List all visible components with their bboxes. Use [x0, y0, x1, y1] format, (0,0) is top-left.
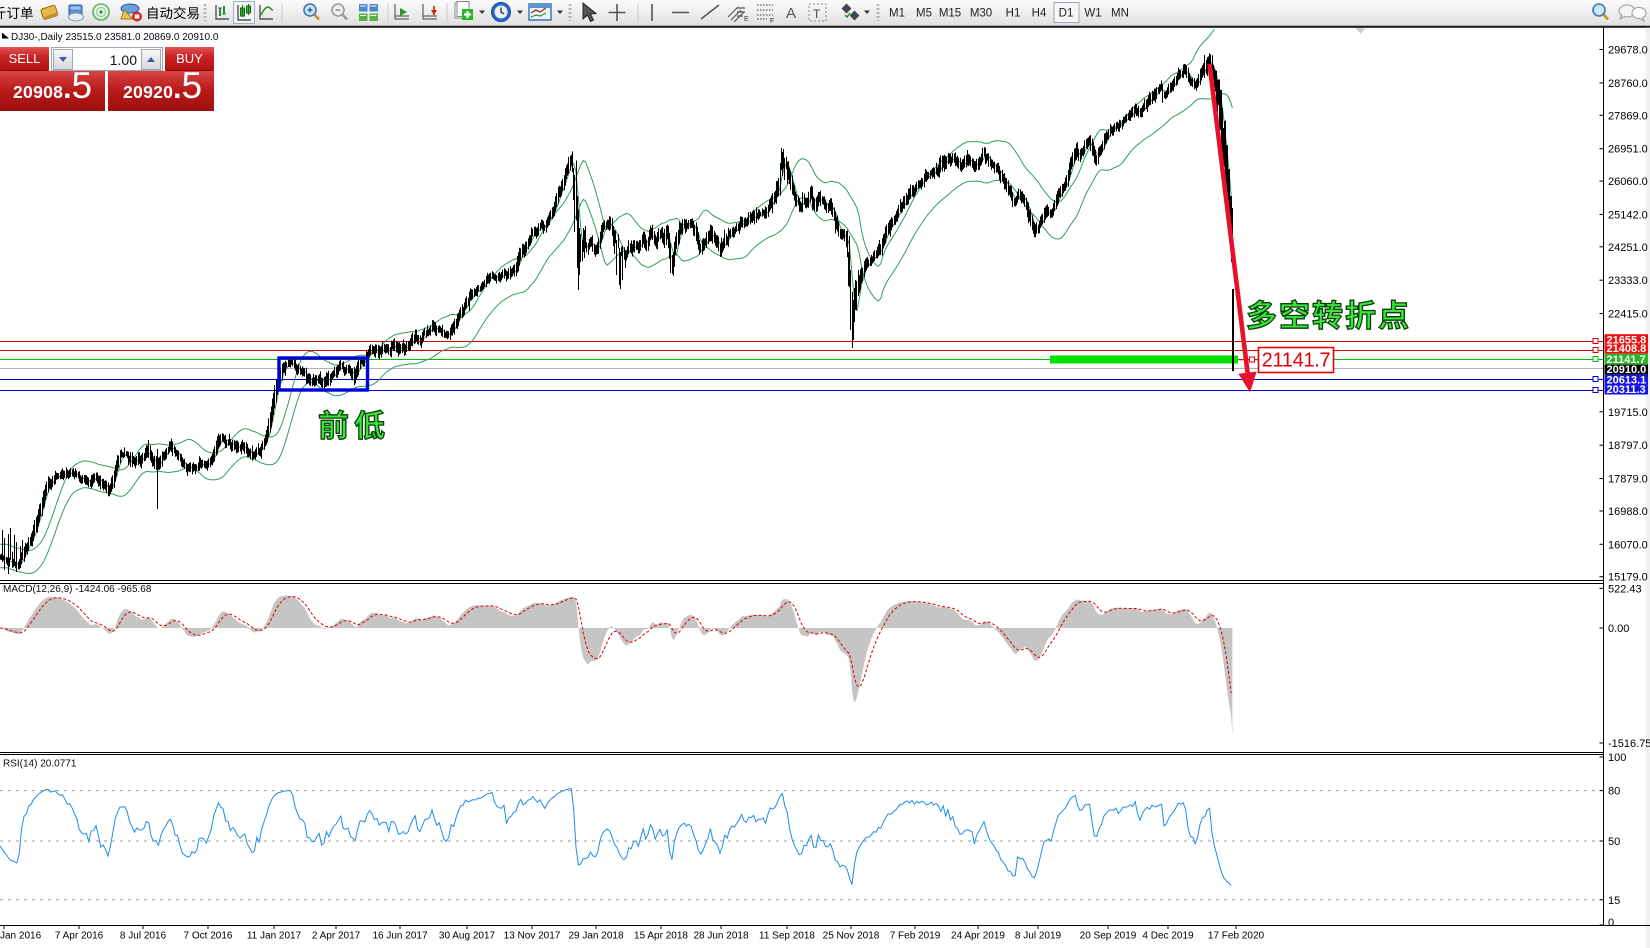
svg-text:30 Aug 2017: 30 Aug 2017 — [439, 931, 496, 942]
svg-text:25 Nov 2018: 25 Nov 2018 — [823, 931, 880, 942]
svg-text:19715.0: 19715.0 — [1608, 407, 1648, 419]
svg-text:28760.0: 28760.0 — [1608, 78, 1648, 90]
svg-text:16070.0: 16070.0 — [1608, 539, 1648, 551]
svg-text:29 Jan 2018: 29 Jan 2018 — [568, 931, 623, 942]
svg-text:D1: D1 — [1059, 8, 1074, 20]
svg-text:7 Oct 2016: 7 Oct 2016 — [184, 931, 233, 942]
svg-text:0.00: 0.00 — [1608, 623, 1629, 635]
svg-text:H4: H4 — [1032, 8, 1047, 20]
svg-text:26060.0: 26060.0 — [1608, 176, 1648, 188]
svg-text:24251.0: 24251.0 — [1608, 242, 1648, 254]
svg-text:21655.8: 21655.8 — [1607, 334, 1647, 346]
svg-text:20613.1: 20613.1 — [1607, 375, 1647, 387]
svg-text:16 Jun 2017: 16 Jun 2017 — [372, 931, 427, 942]
svg-text:24 Apr 2019: 24 Apr 2019 — [951, 931, 1005, 942]
svg-text:100: 100 — [1608, 752, 1626, 764]
svg-text:28 Jun 2018: 28 Jun 2018 — [693, 931, 748, 942]
svg-text:T: T — [813, 7, 821, 21]
svg-text:RSI(14) 20.0771: RSI(14) 20.0771 — [3, 759, 77, 770]
svg-text:MACD(12,26,9) -1424.06 -965.68: MACD(12,26,9) -1424.06 -965.68 — [3, 584, 152, 595]
svg-text:15 Apr 2018: 15 Apr 2018 — [634, 931, 688, 942]
svg-text:522.43: 522.43 — [1608, 583, 1642, 595]
svg-text:DJ30-,Daily 23515.0 23581.0 2: DJ30-,Daily 23515.0 23581.0 20869.0 2091… — [11, 32, 219, 43]
svg-text:M1: M1 — [889, 8, 905, 20]
svg-text:13 Nov 2017: 13 Nov 2017 — [504, 931, 561, 942]
svg-text:4 Dec 2019: 4 Dec 2019 — [1142, 931, 1194, 942]
svg-text:80: 80 — [1608, 786, 1620, 798]
svg-text:50: 50 — [1608, 836, 1620, 848]
svg-text:M5: M5 — [916, 8, 932, 20]
svg-text:29678.0: 29678.0 — [1608, 45, 1648, 57]
svg-text:A: A — [786, 5, 796, 22]
svg-text:22415.0: 22415.0 — [1608, 309, 1648, 321]
svg-text:M15: M15 — [939, 8, 961, 20]
svg-text:0: 0 — [1608, 917, 1614, 929]
svg-text:21141.7: 21141.7 — [1607, 354, 1646, 366]
svg-text:27869.0: 27869.0 — [1608, 110, 1648, 122]
svg-text:25142.0: 25142.0 — [1608, 209, 1648, 221]
svg-text:21408.8: 21408.8 — [1607, 343, 1647, 355]
svg-text:11 Sep 2018: 11 Sep 2018 — [759, 931, 815, 942]
svg-text:17879.0: 17879.0 — [1608, 474, 1648, 486]
svg-text:7 Apr 2016: 7 Apr 2016 — [55, 931, 104, 942]
svg-text:20910.0: 20910.0 — [1607, 364, 1647, 376]
svg-text:18797.0: 18797.0 — [1608, 440, 1648, 452]
svg-text:MN: MN — [1111, 8, 1129, 20]
svg-text:2 Apr 2017: 2 Apr 2017 — [312, 931, 361, 942]
svg-text:H1: H1 — [1006, 8, 1021, 20]
svg-text:W1: W1 — [1084, 8, 1101, 20]
svg-text:11 Jan 2017: 11 Jan 2017 — [247, 931, 302, 942]
svg-text:E: E — [744, 16, 749, 23]
svg-text:16988.0: 16988.0 — [1608, 506, 1648, 518]
svg-text:15: 15 — [1608, 895, 1620, 907]
svg-text:Jan 2016: Jan 2016 — [0, 931, 42, 942]
svg-text:8 Jul 2019: 8 Jul 2019 — [1015, 931, 1062, 942]
svg-text:17 Feb 2020: 17 Feb 2020 — [1208, 931, 1265, 942]
svg-text:23333.0: 23333.0 — [1608, 275, 1648, 287]
svg-text:8 Jul 2016: 8 Jul 2016 — [120, 931, 167, 942]
svg-text:7 Feb 2019: 7 Feb 2019 — [890, 931, 941, 942]
svg-text:M30: M30 — [970, 8, 992, 20]
svg-text:15179.0: 15179.0 — [1608, 572, 1648, 584]
svg-text:20311.3: 20311.3 — [1607, 384, 1646, 396]
svg-text:26951.0: 26951.0 — [1608, 144, 1648, 156]
svg-text:20 Sep 2019: 20 Sep 2019 — [1080, 931, 1137, 942]
svg-text:F: F — [770, 18, 774, 25]
svg-text:21141.7: 21141.7 — [1262, 350, 1331, 372]
svg-text:-1516.75: -1516.75 — [1608, 738, 1650, 750]
